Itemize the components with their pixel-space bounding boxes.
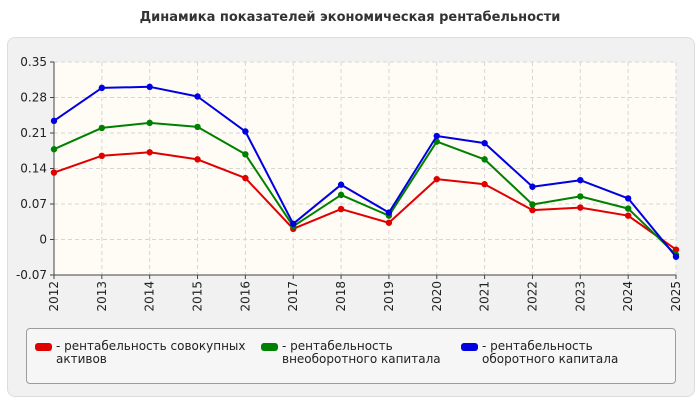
data-point-1 bbox=[624, 205, 632, 212]
x-tick-label: 2025 bbox=[669, 281, 683, 312]
x-tick-label: 2023 bbox=[573, 281, 587, 312]
data-point-0 bbox=[481, 181, 488, 188]
data-point-0 bbox=[577, 204, 584, 211]
data-point-2 bbox=[433, 132, 440, 140]
data-point-1 bbox=[577, 193, 584, 200]
data-point-2 bbox=[194, 93, 201, 100]
data-point-2 bbox=[290, 220, 297, 227]
x-tick-label: 2014 bbox=[143, 281, 157, 312]
legend-swatch-current bbox=[461, 343, 478, 351]
data-point-2 bbox=[577, 176, 584, 184]
data-point-2 bbox=[385, 209, 393, 216]
data-point-0 bbox=[337, 205, 345, 213]
y-tick-label: 0 bbox=[39, 233, 47, 247]
data-point-1 bbox=[481, 156, 488, 163]
y-tick-label: 0.28 bbox=[20, 91, 47, 105]
data-point-1 bbox=[337, 191, 345, 199]
data-point-1 bbox=[50, 146, 58, 153]
data-point-1 bbox=[98, 124, 106, 132]
data-point-0 bbox=[624, 212, 632, 219]
data-point-1 bbox=[529, 201, 536, 208]
data-point-2 bbox=[672, 253, 680, 260]
data-point-1 bbox=[194, 123, 201, 131]
data-point-0 bbox=[672, 246, 680, 253]
x-tick-label: 2019 bbox=[382, 281, 396, 312]
x-tick-label: 2022 bbox=[525, 281, 539, 312]
data-point-2 bbox=[146, 83, 153, 91]
data-point-2 bbox=[529, 183, 536, 190]
data-point-2 bbox=[337, 181, 345, 188]
legend-swatch-assets bbox=[35, 343, 52, 351]
x-tick-label: 2015 bbox=[191, 281, 205, 312]
data-point-2 bbox=[98, 84, 106, 92]
legend-item-current: - рентабельность оборотного капитала bbox=[461, 340, 666, 366]
data-point-0 bbox=[242, 174, 249, 182]
legend-item-noncurrent: - рентабельность внеоборотного капитала bbox=[261, 340, 471, 366]
legend-item-assets: - рентабельность совокупных активов bbox=[35, 340, 250, 366]
legend-label-current: - рентабельность оборотного капитала bbox=[482, 339, 619, 366]
data-point-0 bbox=[433, 175, 440, 183]
x-tick-label: 2024 bbox=[621, 281, 635, 312]
legend-swatch-noncurrent bbox=[261, 343, 278, 351]
data-point-2 bbox=[50, 117, 58, 125]
y-tick-label: -0.07 bbox=[16, 268, 47, 282]
data-point-1 bbox=[242, 151, 249, 158]
data-point-0 bbox=[50, 169, 58, 176]
series-line-2 bbox=[53, 85, 677, 258]
y-tick-label: 0.07 bbox=[20, 197, 47, 211]
y-tick-label: 0.21 bbox=[20, 126, 47, 140]
data-point-2 bbox=[481, 139, 488, 147]
x-tick-label: 2016 bbox=[238, 281, 252, 312]
series-line-1 bbox=[53, 121, 677, 256]
data-point-0 bbox=[385, 219, 393, 226]
y-tick-label: 0.35 bbox=[20, 55, 47, 69]
y-tick-label: 0.14 bbox=[20, 162, 47, 176]
data-point-0 bbox=[98, 152, 106, 160]
data-point-1 bbox=[146, 119, 153, 127]
legend-label-noncurrent: - рентабельность внеоборотного капитала bbox=[282, 339, 441, 366]
data-point-0 bbox=[529, 206, 536, 214]
series-line-0 bbox=[53, 151, 677, 251]
x-tick-label: 2021 bbox=[478, 281, 492, 312]
x-tick-label: 2017 bbox=[286, 281, 300, 312]
x-tick-label: 2013 bbox=[95, 281, 109, 312]
data-point-0 bbox=[194, 156, 201, 163]
data-point-0 bbox=[146, 149, 153, 156]
x-tick-label: 2012 bbox=[47, 281, 61, 312]
legend-label-assets: - рентабельность совокупных активов bbox=[56, 339, 246, 366]
x-tick-label: 2018 bbox=[334, 281, 348, 312]
data-point-2 bbox=[242, 128, 249, 135]
chart-title: Динамика показателей экономическая рента… bbox=[139, 10, 561, 25]
x-tick-label: 2020 bbox=[430, 281, 444, 312]
data-point-2 bbox=[624, 195, 632, 202]
legend: - рентабельность совокупных активов - ре… bbox=[26, 328, 676, 384]
